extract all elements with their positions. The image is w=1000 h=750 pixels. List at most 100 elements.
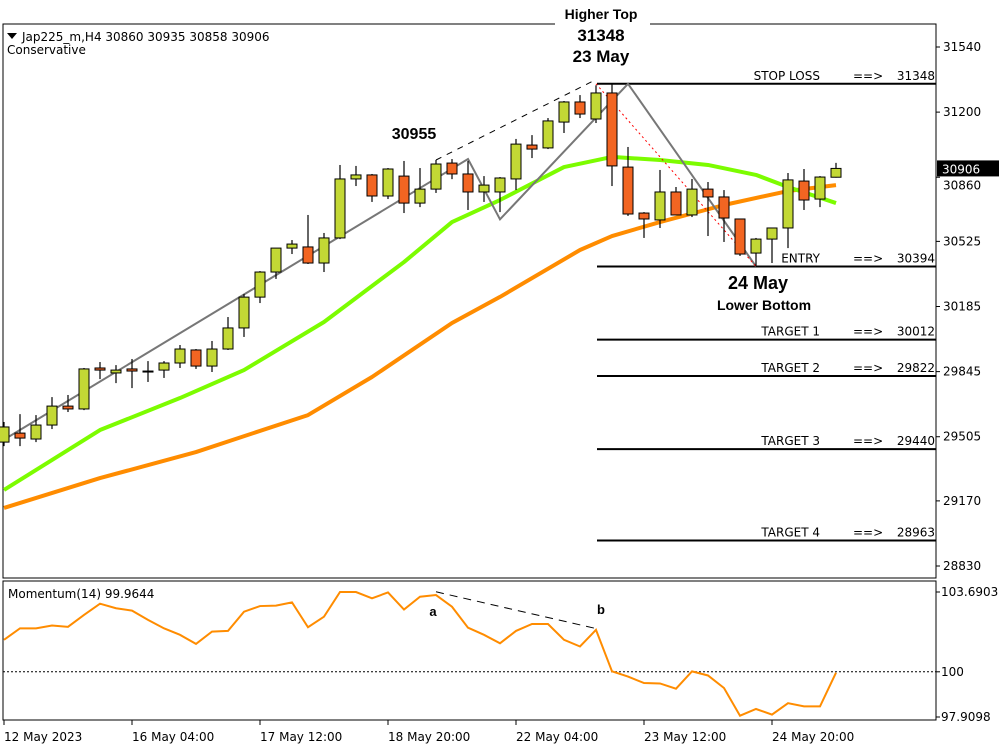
candle — [30, 415, 42, 443]
momentum-panel-frame — [2, 580, 937, 721]
candle — [638, 212, 650, 238]
candle — [702, 182, 714, 237]
candle — [398, 160, 410, 214]
bear-candle-body — [606, 92, 618, 167]
candle — [0, 421, 10, 447]
time-tick-label: 12 May 2023 — [4, 730, 82, 744]
bear-candle-body — [718, 196, 730, 219]
price-tick-label: 29505 — [943, 430, 981, 444]
price-tick-label: 29170 — [943, 494, 981, 508]
bear-candle-body — [302, 246, 314, 264]
indicator-subtitle: Conservative — [7, 43, 86, 57]
candle — [718, 190, 730, 242]
red-dotted-trendline[interactable] — [595, 83, 757, 267]
bear-candle-body — [398, 175, 410, 204]
level-arrow: ==> — [853, 526, 883, 540]
candle — [302, 214, 314, 264]
bull-candle-body — [430, 163, 442, 190]
candle — [750, 237, 762, 267]
candle — [222, 317, 234, 350]
momentum-point-a: a — [429, 604, 437, 619]
bull-candle-body — [654, 191, 666, 221]
momentum-point-b: b — [597, 602, 605, 617]
bull-candle-body — [142, 370, 154, 373]
momentum-tick-label: 100 — [941, 665, 964, 679]
momentum-line — [3, 591, 837, 717]
candle — [558, 101, 570, 133]
bull-candle-body — [222, 327, 234, 350]
level-arrow: ==> — [853, 434, 883, 448]
current-price-badge — [937, 160, 999, 177]
candle — [462, 160, 474, 210]
bull-candle-body — [494, 177, 506, 193]
candle — [174, 344, 186, 368]
candle — [318, 232, 330, 273]
bull-candle-body — [510, 143, 522, 180]
bottom-date-label: 24 May — [728, 273, 788, 293]
level-arrow: ==> — [853, 325, 883, 339]
higher-top-bg — [555, 18, 650, 30]
bull-candle-body — [30, 424, 42, 440]
price-tick-label: 31200 — [943, 105, 981, 119]
bear-candle-body — [734, 218, 746, 255]
prev-high-label: 30955 — [392, 126, 437, 143]
candle — [190, 349, 202, 369]
bull-candle-body — [174, 348, 186, 364]
candle — [494, 177, 506, 213]
bear-candle-body — [622, 166, 634, 215]
candle — [830, 162, 842, 178]
bull-candle-body — [750, 238, 762, 254]
bull-candle-body — [686, 188, 698, 216]
bull-candle-body — [254, 271, 266, 298]
bull-candle-body — [286, 243, 298, 249]
candle — [734, 218, 746, 256]
current-price-label: 30906 — [942, 162, 980, 176]
time-tick-label: 16 May 04:00 — [132, 730, 214, 744]
bear-candle-body — [798, 180, 810, 201]
time-tick-label: 24 May 20:00 — [772, 730, 854, 744]
candle — [382, 168, 394, 200]
candle — [446, 159, 458, 180]
candle — [286, 240, 298, 255]
candle — [126, 358, 138, 389]
bear-candle-body — [190, 349, 202, 367]
bull-candle-body — [238, 296, 250, 329]
price-tick-label: 30860 — [943, 178, 981, 192]
bear-candle-body — [126, 368, 138, 372]
candle — [606, 83, 618, 187]
collapse-triangle-icon[interactable] — [7, 33, 17, 39]
momentum-tick-label: 103.6903 — [941, 585, 998, 599]
level-label: TARGET 4 — [760, 526, 820, 540]
candle — [206, 340, 218, 372]
higher-top-label: Higher Top — [565, 6, 638, 22]
bull-candle-body — [382, 168, 394, 197]
bear-candle-body — [462, 173, 474, 193]
price-tick-label: 31540 — [943, 40, 981, 54]
candle — [142, 361, 154, 382]
bear-candle-body — [366, 174, 378, 197]
candle — [14, 414, 26, 447]
time-tick-label: 23 May 12:00 — [644, 730, 726, 744]
candle — [78, 367, 90, 411]
bull-candle-body — [46, 405, 58, 426]
candle — [670, 186, 682, 216]
bull-candle-body — [110, 369, 122, 374]
level-value: 28963 — [897, 526, 935, 540]
level-arrow: ==> — [853, 69, 883, 83]
candle — [622, 146, 634, 216]
candle — [366, 173, 378, 202]
level-label: TARGET 3 — [760, 434, 820, 448]
candle — [334, 164, 346, 240]
upper-trendline[interactable] — [435, 79, 597, 161]
bull-candle-body — [206, 348, 218, 367]
bear-candle-body — [574, 101, 586, 115]
symbol-ohlc-line: Jap225_m,H4 30860 30935 30858 30906 — [21, 30, 270, 44]
bear-candle-body — [62, 405, 74, 410]
candle — [270, 247, 282, 279]
bull-candle-body — [766, 227, 778, 240]
momentum-tick-label: 97.9098 — [941, 710, 991, 724]
main-panel-frame — [2, 23, 937, 579]
candle — [798, 168, 810, 210]
bear-candle-body — [14, 432, 26, 439]
